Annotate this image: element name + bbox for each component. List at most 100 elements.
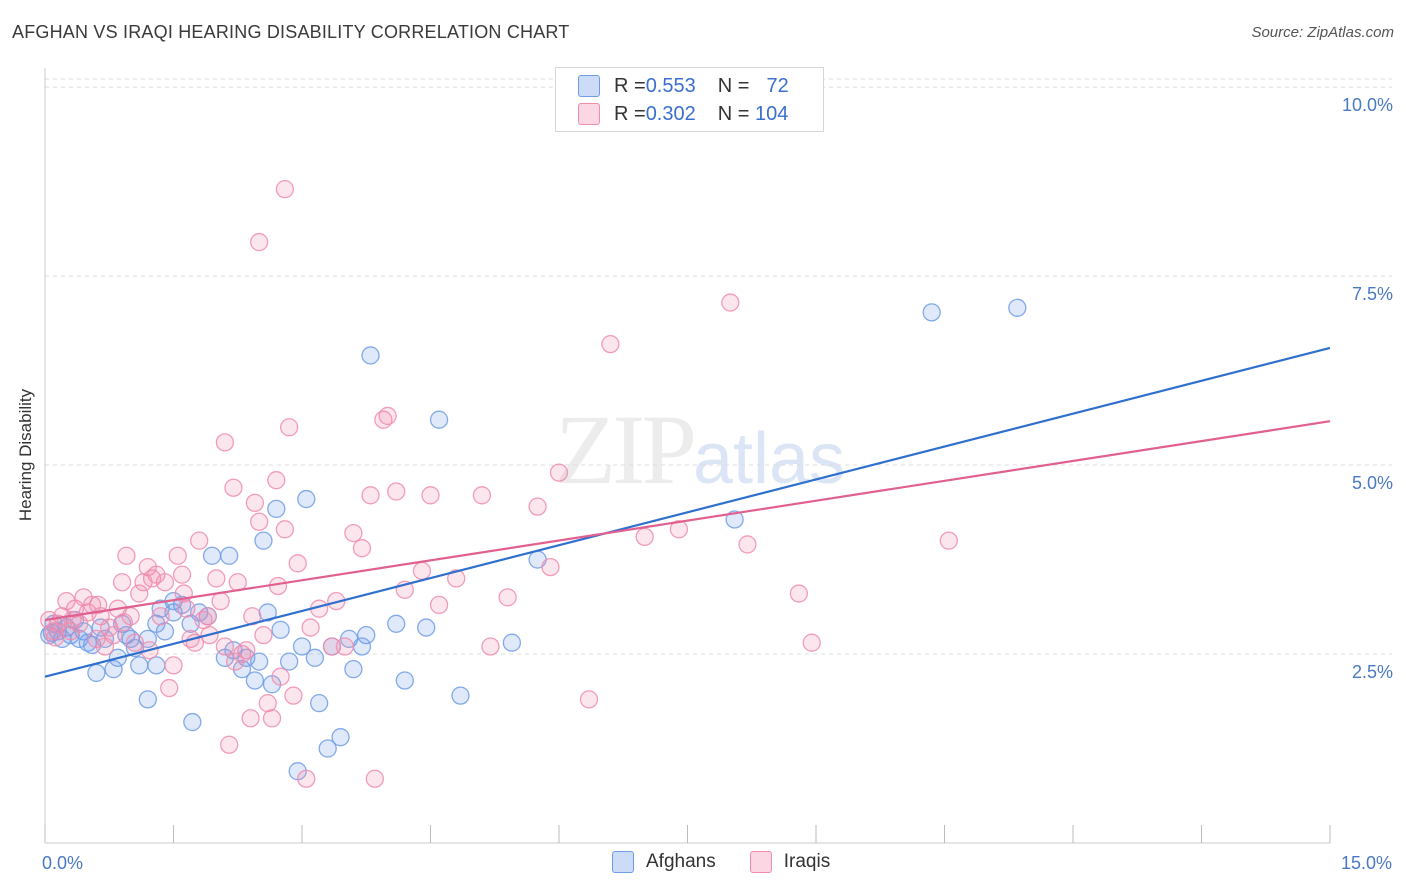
- data-point-afghans: [232, 659, 252, 679]
- data-point-afghans: [361, 346, 380, 365]
- data-point-iraqis: [365, 769, 384, 788]
- data-point-afghans: [183, 712, 202, 732]
- data-point-iraqis: [284, 686, 303, 705]
- tick-labels: 2.5% 5.0% 7.5% 10.0% 0.0% 15.0%: [42, 95, 1393, 873]
- data-point-afghans: [87, 663, 106, 683]
- data-point-afghans: [130, 656, 149, 675]
- data-point-iraqis: [541, 557, 560, 577]
- data-point-iraqis: [250, 512, 269, 531]
- data-point-iraqis: [549, 463, 569, 482]
- watermark: ZIPatlas: [555, 392, 845, 507]
- data-point-iraqis: [738, 535, 757, 554]
- data-point-afghans: [155, 622, 175, 641]
- data-point-iraqis: [226, 652, 245, 671]
- series-legend-iraqis[interactable]: Iraqis: [749, 851, 831, 873]
- legend-swatch-iraqis: [578, 103, 600, 125]
- data-point-iraqis: [215, 637, 235, 656]
- watermark-atlas: atlas: [693, 419, 846, 499]
- data-point-iraqis: [601, 334, 620, 354]
- data-point-iraqis: [275, 520, 295, 539]
- data-point-afghans: [250, 652, 269, 671]
- series-swatch-iraqis: [749, 851, 772, 873]
- data-point-iraqis: [279, 418, 299, 437]
- data-point-afghans: [271, 620, 290, 639]
- data-point-iraqis: [151, 607, 170, 626]
- axes: [44, 68, 1331, 844]
- data-point-afghans: [331, 728, 350, 747]
- data-point-iraqis: [421, 486, 440, 505]
- data-point-iraqis: [447, 569, 466, 588]
- data-point-afghans: [220, 546, 239, 565]
- data-point-iraqis: [322, 637, 342, 656]
- series-legend: Afghans Iraqis: [612, 851, 864, 873]
- data-point-iraqis: [237, 641, 256, 660]
- data-point-afghans: [279, 652, 299, 671]
- trend-line-iraqis: [44, 420, 1331, 622]
- data-point-iraqis: [721, 293, 740, 312]
- legend-r-value: 0.553: [645, 74, 696, 97]
- data-point-iraqis: [250, 232, 269, 252]
- legend-n-value: 72: [761, 74, 789, 97]
- data-point-iraqis: [528, 497, 547, 516]
- data-point-iraqis: [172, 565, 192, 584]
- data-point-afghans: [725, 510, 744, 529]
- y-tick-label: 10.0%: [1342, 95, 1393, 115]
- data-point-iraqis: [481, 637, 500, 656]
- legend-row-iraqis: R = 0.302 N = 104: [578, 101, 788, 127]
- data-point-afghans: [1008, 298, 1027, 317]
- data-point-afghans: [387, 614, 406, 633]
- data-point-iraqis: [472, 486, 492, 505]
- watermark-zip: ZIP: [555, 394, 697, 505]
- gridlines: [45, 78, 1392, 655]
- chart-source: Source: ZipAtlas.com: [1251, 24, 1394, 41]
- data-point-afghans: [297, 489, 316, 509]
- data-point-iraqis: [387, 482, 406, 501]
- data-point-iraqis: [160, 678, 179, 698]
- data-point-iraqis: [297, 769, 316, 788]
- data-point-afghans: [305, 648, 325, 667]
- data-point-iraqis: [114, 613, 133, 632]
- data-point-afghans: [254, 531, 273, 550]
- legend-row-afghans: R = 0.553 N = 72: [578, 73, 789, 99]
- data-point-iraqis: [268, 576, 288, 596]
- series-label-iraqis: Iraqis: [783, 851, 831, 872]
- data-point-iraqis: [46, 628, 65, 647]
- data-point-afghans: [922, 303, 941, 322]
- series-swatch-afghans: [612, 851, 634, 873]
- data-point-afghans: [344, 659, 363, 679]
- stats-legend: R = 0.553 N = 72 R = 0.302 N = 104: [555, 67, 824, 132]
- legend-r-value: 0.302: [645, 102, 696, 125]
- data-point-iraqis: [241, 709, 260, 728]
- data-point-iraqis: [412, 561, 432, 581]
- data-point-afghans: [502, 633, 522, 652]
- data-point-iraqis: [211, 591, 230, 611]
- data-point-iraqis: [275, 180, 295, 199]
- data-point-iraqis: [352, 539, 372, 558]
- data-point-iraqis: [104, 625, 123, 645]
- data-point-iraqis: [429, 595, 449, 615]
- data-point-iraqis: [288, 554, 307, 573]
- data-point-iraqis: [361, 486, 380, 505]
- legend-r-label: R =: [614, 74, 646, 97]
- legend-swatch-afghans: [578, 75, 600, 97]
- y-tick-label: 7.5%: [1352, 284, 1393, 304]
- chart-title: AFGHAN VS IRAQI HEARING DISABILITY CORRE…: [12, 22, 570, 42]
- data-point-afghans: [417, 618, 436, 637]
- data-point-afghans: [451, 686, 470, 705]
- data-point-iraqis: [258, 694, 277, 713]
- data-point-afghans: [309, 694, 329, 713]
- data-point-iraqis: [378, 406, 397, 426]
- data-point-iraqis: [802, 633, 821, 652]
- legend-r-label: R =: [614, 102, 646, 125]
- data-point-iraqis: [164, 656, 183, 675]
- data-point-iraqis: [262, 709, 282, 728]
- trend-lines: [44, 346, 1331, 678]
- data-point-afghans: [104, 659, 123, 679]
- data-point-afghans: [147, 656, 166, 675]
- data-point-afghans: [267, 499, 286, 519]
- data-point-iraqis: [271, 667, 290, 686]
- data-point-afghans: [138, 690, 157, 709]
- y-tick-label: 5.0%: [1352, 473, 1393, 493]
- series-legend-afghans[interactable]: Afghans: [612, 851, 716, 873]
